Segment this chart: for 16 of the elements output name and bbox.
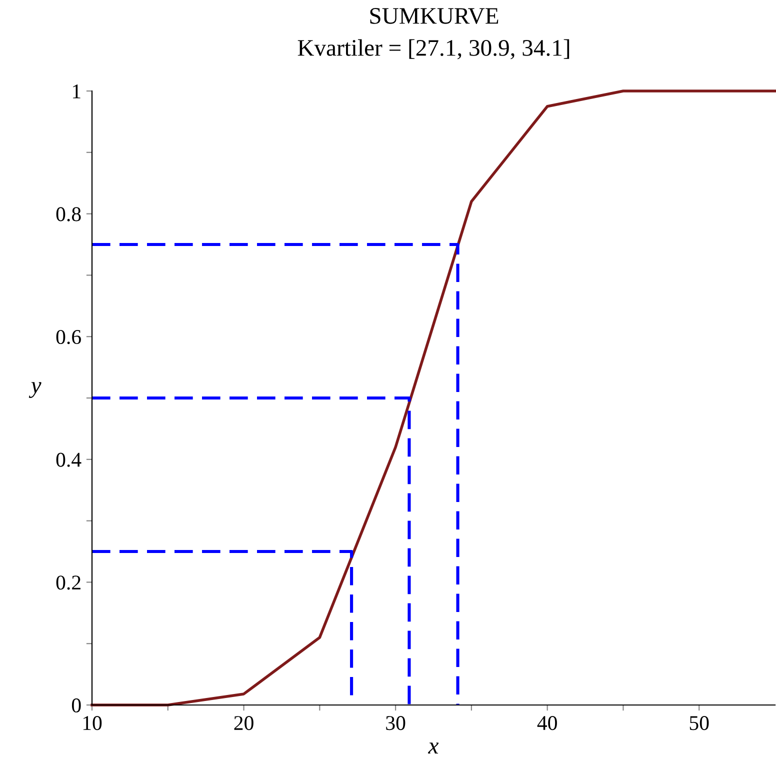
chart-subtitle: Kvartiler = [27.1, 30.9, 34.1] [298, 39, 570, 60]
x-tick-label: 30 [386, 716, 406, 730]
y-tick-label: 0.6 [56, 330, 81, 344]
y-tick-label: 0.8 [56, 207, 81, 222]
y-tick-label: 0 [72, 698, 81, 712]
y-tick-label: 0.2 [56, 576, 80, 590]
x-axis-title: x [428, 742, 439, 754]
line-series [90, 90, 776, 706]
x-tick-label: 40 [537, 716, 557, 730]
x-tick-label: 50 [690, 716, 709, 730]
x-tick-label: 10 [83, 716, 102, 730]
x-tick-label: 20 [234, 716, 254, 730]
y-axis-title: y [28, 382, 42, 398]
y-tick-label: 1 [73, 84, 80, 98]
chart-title: SUMKURVE [370, 8, 498, 24]
y-tick-label: 0.4 [56, 452, 82, 467]
